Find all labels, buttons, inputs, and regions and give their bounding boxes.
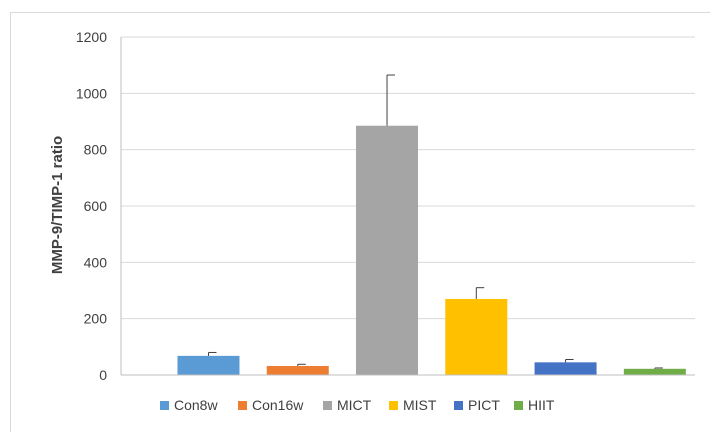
legend-label: MICT [337, 397, 372, 413]
bar-pict [534, 362, 597, 375]
y-tick-label: 400 [84, 254, 108, 270]
y-axis-label: MMP-9/TIMP-1 ratio [49, 136, 66, 274]
legend-label: Con8w [174, 397, 218, 413]
bar-mist [445, 298, 508, 375]
legend-swatch [238, 401, 247, 410]
legend-swatch [389, 401, 398, 410]
y-tick-label: 200 [84, 311, 108, 327]
legend-item-mict: MICT [323, 397, 372, 413]
legend-swatch [323, 401, 332, 410]
y-tick-label: 800 [84, 142, 108, 158]
legend-item-con16w: Con16w [238, 397, 304, 413]
error-bars [207, 74, 663, 369]
y-tick-label: 600 [84, 198, 108, 214]
legend-swatch [160, 401, 169, 410]
bar-con16w [266, 365, 329, 375]
bar-hiit [623, 368, 686, 375]
legend-item-pict: PICT [454, 397, 500, 413]
y-tick-label: 1000 [76, 85, 107, 101]
legend-label: HIIT [528, 397, 555, 413]
y-tick-label: 0 [99, 367, 107, 383]
y-tick-label: 1200 [76, 29, 107, 45]
legend-item-con8w: Con8w [160, 397, 218, 413]
legend-label: Con16w [252, 397, 304, 413]
legend-item-hiit: HIIT [514, 397, 555, 413]
bars [177, 125, 686, 375]
legend-label: PICT [468, 397, 500, 413]
chart-frame [10, 12, 710, 432]
y-tick-labels: 0 200 400 600 800 1000 1200 [76, 29, 107, 383]
legend-swatch [454, 401, 463, 410]
bar-mict [356, 125, 419, 375]
legend-item-mist: MIST [389, 397, 437, 413]
legend-swatch [514, 401, 523, 410]
legend: Con8w Con16w MICT MIST PICT HIIT [160, 397, 555, 413]
legend-label: MIST [403, 397, 437, 413]
bar-con8w [177, 355, 240, 375]
